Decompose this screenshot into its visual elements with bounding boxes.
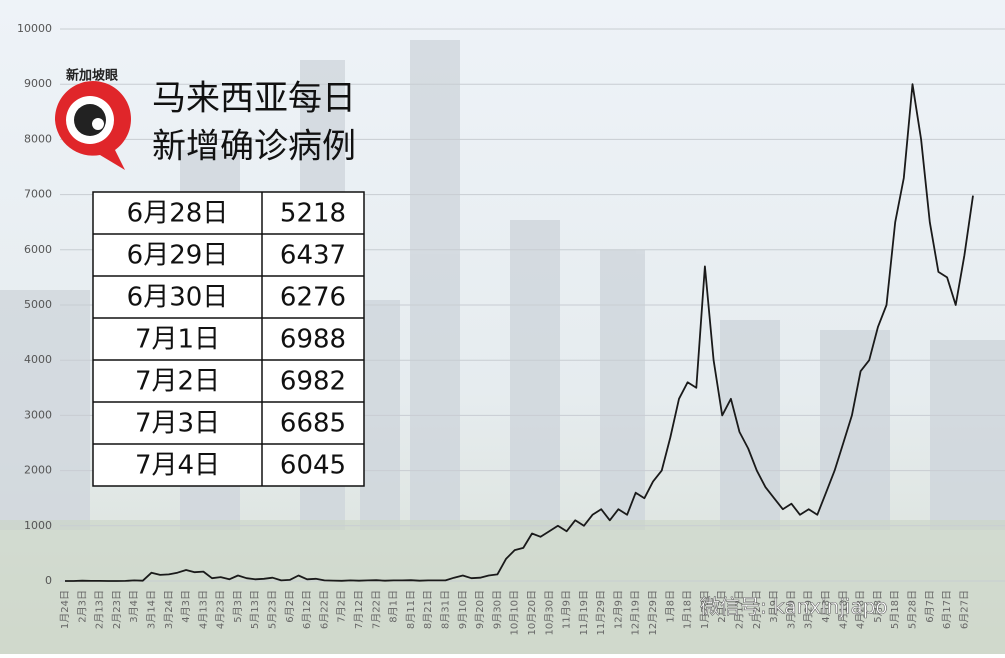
x-tick-label: 2月17日 [734, 590, 746, 629]
x-tick-label: 3月9日 [768, 590, 780, 623]
x-tick-label: 6月2日 [284, 590, 296, 623]
x-tick-label: 6月7日 [924, 590, 936, 623]
x-tick-label: 5月8日 [872, 590, 884, 623]
y-tick-label: 8000 [24, 132, 52, 145]
table-date: 6月30日 [127, 283, 229, 313]
y-tick-label: 5000 [24, 298, 52, 311]
x-tick-label: 1月8日 [664, 590, 676, 623]
logo-text: 新加坡眼 [66, 68, 119, 84]
x-tick-label: 1月28日 [699, 590, 711, 629]
x-tick-label: 4月23日 [215, 590, 227, 629]
x-tick-label: 2月27日 [751, 590, 763, 629]
x-tick-label: 3月19日 [785, 590, 797, 629]
x-tick-label: 2月7日 [716, 590, 728, 623]
y-tick-label: 2000 [24, 464, 52, 477]
x-tick-label: 2月23日 [111, 590, 123, 629]
table-date: 7月2日 [135, 367, 220, 397]
x-tick-label: 10月30日 [543, 590, 555, 635]
y-tick-label: 9000 [24, 77, 52, 90]
x-tick-label: 3月14日 [145, 590, 157, 629]
x-tick-label: 9月20日 [474, 590, 486, 629]
table-date: 7月4日 [135, 451, 220, 481]
x-tick-label: 5月13日 [249, 590, 261, 629]
x-tick-label: 6月12日 [301, 590, 313, 629]
table-value: 6988 [280, 325, 346, 355]
x-tick-label: 10月20日 [526, 590, 538, 635]
x-tick-label: 12月29日 [647, 590, 659, 635]
x-tick-label: 2月13日 [94, 590, 106, 629]
table-date: 6月29日 [127, 241, 229, 271]
logo: 新加坡眼 [54, 68, 131, 170]
table-value: 6045 [280, 451, 346, 481]
x-tick-label: 4月8日 [820, 590, 832, 623]
ground [0, 520, 1005, 654]
x-tick-label: 1月24日 [59, 590, 71, 629]
x-tick-label: 2月3日 [76, 590, 88, 623]
x-tick-label: 10月10日 [509, 590, 521, 635]
x-tick-label: 12月19日 [630, 590, 642, 635]
table-value: 6685 [280, 409, 346, 439]
x-tick-label: 3月4日 [128, 590, 140, 623]
table-value: 6982 [280, 367, 346, 397]
table-value: 5218 [280, 199, 346, 229]
x-tick-label: 6月17日 [941, 590, 953, 629]
x-tick-label: 5月28日 [906, 590, 918, 629]
x-tick-label: 5月23日 [267, 590, 279, 629]
x-tick-label: 7月12日 [353, 590, 365, 629]
x-tick-label: 12月9日 [612, 590, 624, 629]
table-date: 7月3日 [135, 409, 220, 439]
x-tick-label: 3月29日 [803, 590, 815, 629]
x-tick-label: 11月9日 [561, 590, 573, 629]
x-tick-label: 4月28日 [855, 590, 867, 629]
x-tick-label: 11月19日 [578, 590, 590, 635]
x-tick-label: 7月22日 [370, 590, 382, 629]
table-value: 6276 [280, 283, 346, 313]
x-tick-label: 8月21日 [422, 590, 434, 629]
y-tick-label: 3000 [24, 408, 52, 421]
x-tick-label: 4月13日 [197, 590, 209, 629]
x-tick-label: 8月31日 [439, 590, 451, 629]
y-tick-label: 6000 [24, 243, 52, 256]
chart-title: 马来西亚每日 [152, 79, 356, 119]
x-tick-label: 9月30日 [491, 590, 503, 629]
table-date: 7月1日 [135, 325, 220, 355]
y-tick-label: 0 [45, 574, 52, 587]
x-tick-label: 4月3日 [180, 590, 192, 623]
table-value: 6437 [280, 241, 346, 271]
table: 6月28日 5218 6月29日 6437 6月30日 6276 7月1日 6988 7月2日 6… [92, 191, 365, 487]
y-tick-label: 10000 [17, 22, 52, 35]
y-tick-label: 1000 [24, 519, 52, 532]
x-tick-label: 9月10日 [457, 590, 469, 629]
y-tick-label: 7000 [24, 188, 52, 201]
x-tick-label: 6月22日 [318, 590, 330, 629]
x-tick-label: 1月18日 [682, 590, 694, 629]
x-tick-label: 6月27日 [958, 590, 970, 629]
table-date: 6月28日 [127, 199, 229, 229]
x-tick-label: 11月29日 [595, 590, 607, 635]
x-tick-label: 3月24日 [163, 590, 175, 629]
y-tick-label: 4000 [24, 353, 52, 366]
x-tick-label: 8月11日 [405, 590, 417, 629]
x-tick-label: 8月1日 [388, 590, 400, 623]
table-frame [92, 191, 365, 487]
x-tick-label: 4月18日 [837, 590, 849, 629]
x-tick-label: 7月2日 [336, 590, 348, 623]
chart-title: 新增确诊病例 [152, 127, 356, 167]
watermark: 微信号: kanxinjiapo [700, 595, 888, 619]
x-tick-label: 5月18日 [889, 590, 901, 629]
x-tick-label: 5月3日 [232, 590, 244, 623]
data-line [65, 83, 974, 582]
